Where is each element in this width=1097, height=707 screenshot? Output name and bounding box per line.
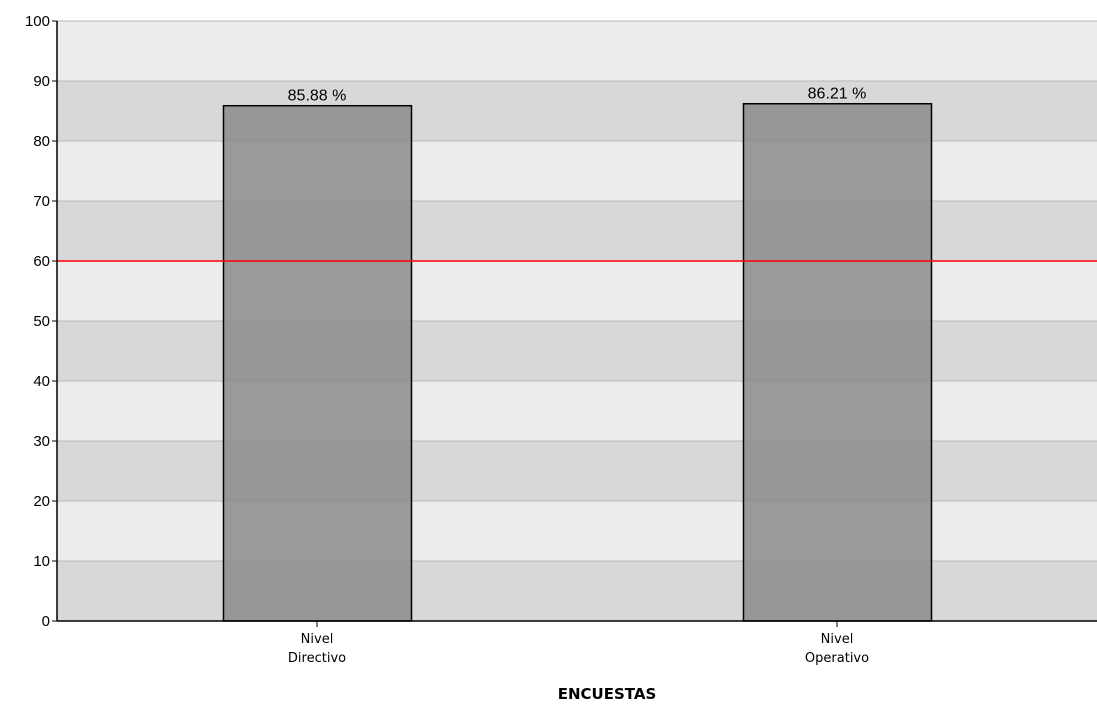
plot-band	[57, 381, 1097, 441]
plot-band	[57, 261, 1097, 321]
plot-band	[57, 321, 1097, 381]
plot-band	[57, 21, 1097, 81]
bar	[222, 104, 413, 622]
y-tick-label: 0	[42, 613, 50, 630]
bar-value-label: 85.88 %	[288, 88, 347, 105]
bar-value-label: 86.21 %	[808, 86, 867, 103]
plot-band	[57, 561, 1097, 621]
plot-band	[57, 201, 1097, 261]
y-tick-label: 30	[33, 433, 50, 450]
y-tick-label: 70	[33, 193, 50, 210]
x-tick-label: Operativo	[805, 651, 869, 666]
y-tick-label: 90	[33, 73, 50, 90]
plot-band	[57, 141, 1097, 201]
data-labels: 85.88 % 86.21 %	[288, 86, 867, 105]
x-axis-title: ENCUESTAS	[558, 685, 657, 703]
x-tick-labels: Nivel Directivo Nivel Operativo	[288, 632, 869, 666]
y-tick-label: 50	[33, 313, 50, 330]
x-tick-label: Nivel	[821, 632, 854, 647]
y-tick-label: 10	[33, 553, 50, 570]
y-tick-label: 20	[33, 493, 50, 510]
x-tick-label: Nivel	[301, 632, 334, 647]
plot-band	[57, 81, 1097, 141]
y-tick-label: 60	[33, 253, 50, 270]
plot-band	[57, 501, 1097, 561]
x-tick-label: Directivo	[288, 651, 346, 666]
y-tick-label: 40	[33, 373, 50, 390]
axes	[52, 20, 1097, 627]
bar	[742, 102, 933, 622]
plot-band	[57, 441, 1097, 501]
y-tick-labels: 0 10 20 30 40 50 60 70 80 90 100	[25, 13, 50, 630]
y-tick-label: 80	[33, 133, 50, 150]
bars	[222, 102, 933, 622]
y-tick-label: 100	[25, 13, 50, 30]
